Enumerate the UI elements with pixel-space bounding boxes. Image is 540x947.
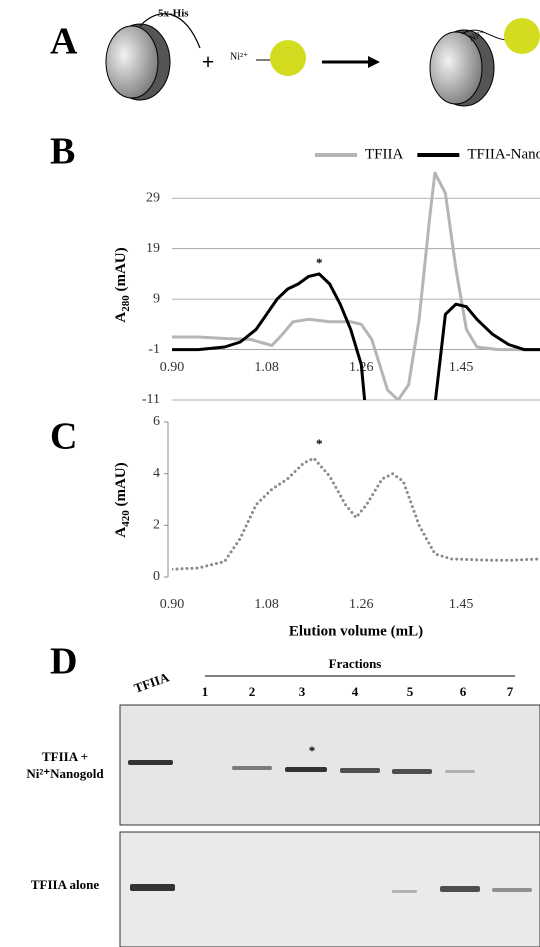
y-axis-title-part: (mAU) <box>113 462 129 510</box>
x-axis-title: Elution volume (mL) <box>289 623 423 639</box>
gel-header: Fractions <box>329 656 382 671</box>
y-tick-label: 4 <box>153 466 160 481</box>
y-axis-title: A280 (mAU) <box>113 247 131 322</box>
row-label: TFIIA + <box>42 749 88 764</box>
panel-letter: A <box>50 21 78 63</box>
row-label: Ni²⁺Nanogold <box>26 766 104 781</box>
y-axis-title: A420 (mAU) <box>113 462 131 537</box>
y-axis-title-part: 280 <box>120 295 132 312</box>
diagram: 5x-His + Ni²⁺ Ni²⁺ <box>105 8 540 107</box>
fraction-label: 7 <box>507 684 514 699</box>
y-axis-title-part: (mAU) <box>113 247 129 295</box>
y-tick-label: 9 <box>153 291 160 306</box>
x-tick-label: 1.45 <box>449 360 474 375</box>
plot-area <box>172 456 540 571</box>
marker-label: TFIIA <box>132 669 172 696</box>
y-axis-title-part: 420 <box>120 510 132 527</box>
x-tick-label: 1.45 <box>449 597 474 612</box>
panel-letter: B <box>50 131 75 173</box>
series-line <box>172 456 540 571</box>
x-tick-label: 1.08 <box>254 360 279 375</box>
y-tick-label: -1 <box>148 342 160 357</box>
ion-label: Ni²⁺ <box>230 51 248 62</box>
y-axis-title-part: A <box>113 527 129 538</box>
annotation: * <box>316 436 323 451</box>
y-tick-label: 0 <box>153 569 160 584</box>
series-line <box>172 171 540 400</box>
y-tick-label: 2 <box>153 518 160 533</box>
fraction-label: 6 <box>460 684 467 699</box>
y-axis-title-part: A <box>113 312 129 323</box>
fraction-label: 5 <box>407 684 414 699</box>
panel-letter: D <box>50 641 77 683</box>
gel: TFIIA Fractions TFIIA + Ni²⁺Nanogold * T… <box>26 656 540 947</box>
fraction-label: 1 <box>202 684 209 699</box>
x-tick-label: 0.90 <box>160 360 185 375</box>
legend-label: TFIIA <box>365 146 403 162</box>
tag-label: 5x-His <box>158 8 189 20</box>
y-tick-label: 6 <box>153 414 160 429</box>
x-tick-label: 1.08 <box>254 597 279 612</box>
y-tick-label: -11 <box>142 392 160 407</box>
annotation: * <box>316 255 323 270</box>
fraction-label: 2 <box>249 684 256 699</box>
band-note: * <box>309 743 316 758</box>
y-tick-label: 19 <box>146 241 160 256</box>
legend-label: TFIIA-Nanogold <box>467 146 540 162</box>
x-tick-label: 0.90 <box>160 597 185 612</box>
fraction-label: 3 <box>299 684 306 699</box>
plot-area <box>172 171 540 400</box>
fraction-label: 4 <box>352 684 359 699</box>
plus: + <box>202 49 215 74</box>
panel-letter: C <box>50 416 77 458</box>
series-line <box>172 272 540 400</box>
row-label: TFIIA alone <box>31 877 99 892</box>
y-tick-label: 29 <box>146 190 160 205</box>
x-tick-label: 1.26 <box>349 597 374 612</box>
